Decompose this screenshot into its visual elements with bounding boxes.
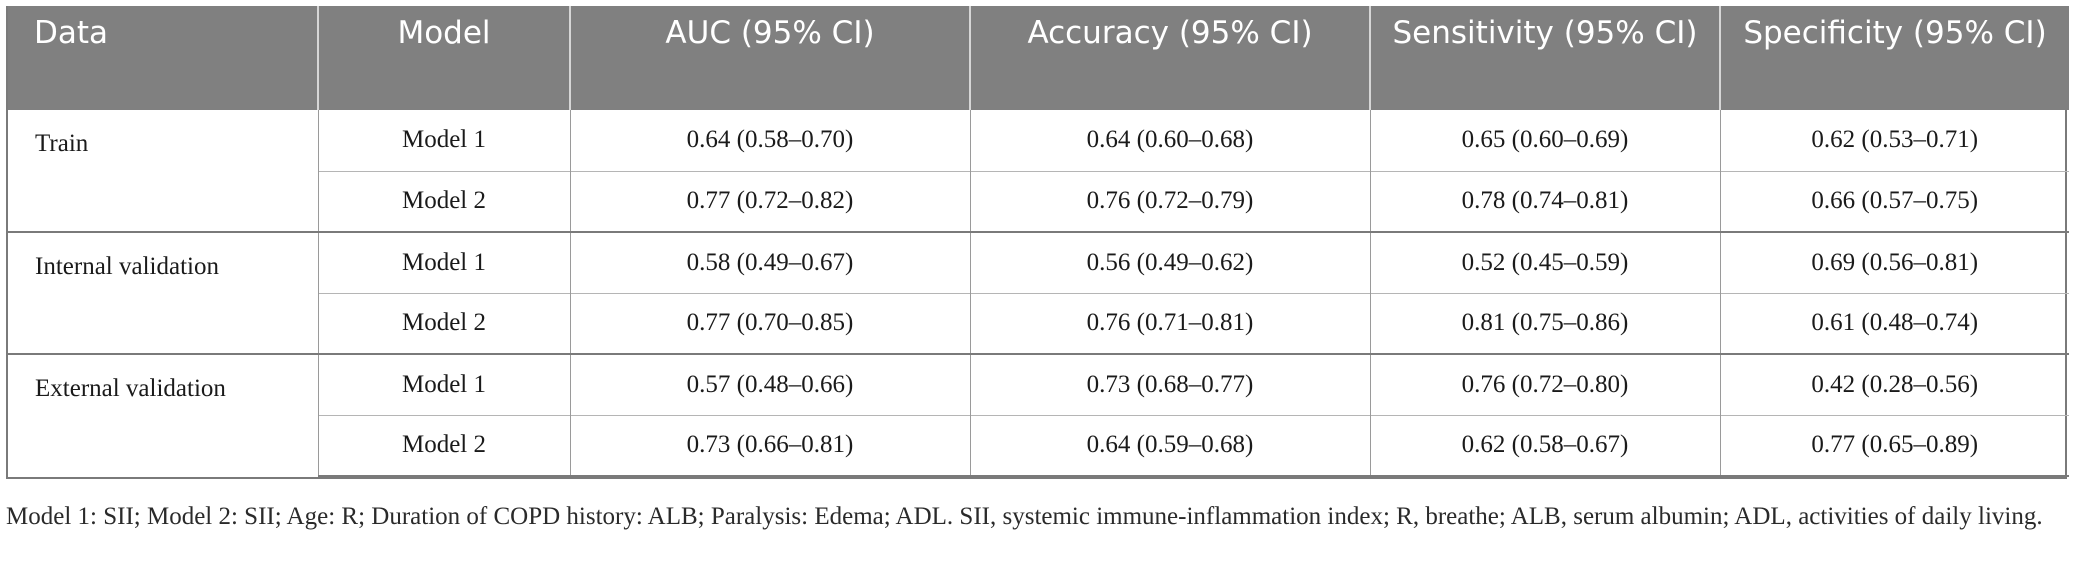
specificity-cell: 0.66 (0.57–0.75) bbox=[1719, 170, 2069, 232]
sensitivity-cell: 0.62 (0.58–0.67) bbox=[1369, 414, 1720, 477]
sensitivity-cell: 0.65 (0.60–0.69) bbox=[1369, 110, 1720, 171]
model-cell: Model 1 bbox=[317, 231, 570, 293]
auc-cell: 0.64 (0.58–0.70) bbox=[569, 110, 970, 171]
specificity-cell: 0.42 (0.28–0.56) bbox=[1719, 353, 2069, 415]
auc-cell: 0.77 (0.72–0.82) bbox=[569, 170, 970, 232]
header-auc: AUC (95% CI) bbox=[569, 6, 970, 110]
data-group-label: Internal validation bbox=[8, 231, 318, 354]
table-row: Model 2 0.77 (0.70–0.85) 0.76 (0.71–0.81… bbox=[8, 292, 2069, 354]
table-row: Train Model 1 0.64 (0.58–0.70) 0.64 (0.6… bbox=[8, 110, 2069, 171]
header-model: Model bbox=[317, 6, 570, 110]
header-accuracy: Accuracy (95% CI) bbox=[969, 6, 1370, 110]
auc-cell: 0.58 (0.49–0.67) bbox=[569, 231, 970, 293]
specificity-cell: 0.61 (0.48–0.74) bbox=[1719, 292, 2069, 354]
auc-cell: 0.57 (0.48–0.66) bbox=[569, 353, 970, 415]
specificity-cell: 0.77 (0.65–0.89) bbox=[1719, 414, 2069, 477]
table-row: Model 2 0.77 (0.72–0.82) 0.76 (0.72–0.79… bbox=[8, 170, 2069, 232]
specificity-cell: 0.62 (0.53–0.71) bbox=[1719, 110, 2069, 171]
table-row: Model 2 0.73 (0.66–0.81) 0.64 (0.59–0.68… bbox=[8, 414, 2069, 477]
table-footnote: Model 1: SII; Model 2: SII; Age: R; Dura… bbox=[6, 503, 2043, 530]
table-row: External validation Model 1 0.57 (0.48–0… bbox=[8, 353, 2069, 476]
data-group-label: External validation bbox=[8, 353, 318, 476]
header-sensitivity: Sensitivity (95% CI) bbox=[1369, 6, 1720, 110]
sensitivity-cell: 0.76 (0.72–0.80) bbox=[1369, 353, 1720, 415]
auc-cell: 0.73 (0.66–0.81) bbox=[569, 414, 970, 477]
model-cell: Model 1 bbox=[317, 110, 570, 171]
model-cell: Model 2 bbox=[317, 292, 570, 354]
model-cell: Model 2 bbox=[317, 414, 570, 477]
accuracy-cell: 0.76 (0.71–0.81) bbox=[969, 292, 1370, 354]
specificity-cell: 0.69 (0.56–0.81) bbox=[1719, 231, 2069, 293]
accuracy-cell: 0.73 (0.68–0.77) bbox=[969, 353, 1370, 415]
sensitivity-cell: 0.78 (0.74–0.81) bbox=[1369, 170, 1720, 232]
model-cell: Model 1 bbox=[317, 353, 570, 415]
results-table-container: Data Model AUC (95% CI) Accuracy (95% CI… bbox=[6, 6, 2069, 479]
sensitivity-cell: 0.52 (0.45–0.59) bbox=[1369, 231, 1720, 293]
accuracy-cell: 0.64 (0.59–0.68) bbox=[969, 414, 1370, 477]
header-specificity: Specificity (95% CI) bbox=[1719, 6, 2069, 110]
sensitivity-cell: 0.81 (0.75–0.86) bbox=[1369, 292, 1720, 354]
header-row: Data Model AUC (95% CI) Accuracy (95% CI… bbox=[8, 6, 2069, 110]
header-data: Data bbox=[8, 6, 318, 110]
accuracy-cell: 0.56 (0.49–0.62) bbox=[969, 231, 1370, 293]
model-cell: Model 2 bbox=[317, 170, 570, 232]
table-row: Internal validation Model 1 0.58 (0.49–0… bbox=[8, 231, 2069, 354]
results-table-frame: Data Model AUC (95% CI) Accuracy (95% CI… bbox=[6, 6, 2069, 479]
results-table: Data Model AUC (95% CI) Accuracy (95% CI… bbox=[8, 6, 2069, 477]
accuracy-cell: 0.64 (0.60–0.68) bbox=[969, 110, 1370, 171]
auc-cell: 0.77 (0.70–0.85) bbox=[569, 292, 970, 354]
accuracy-cell: 0.76 (0.72–0.79) bbox=[969, 170, 1370, 232]
data-group-label: Train bbox=[35, 130, 89, 157]
